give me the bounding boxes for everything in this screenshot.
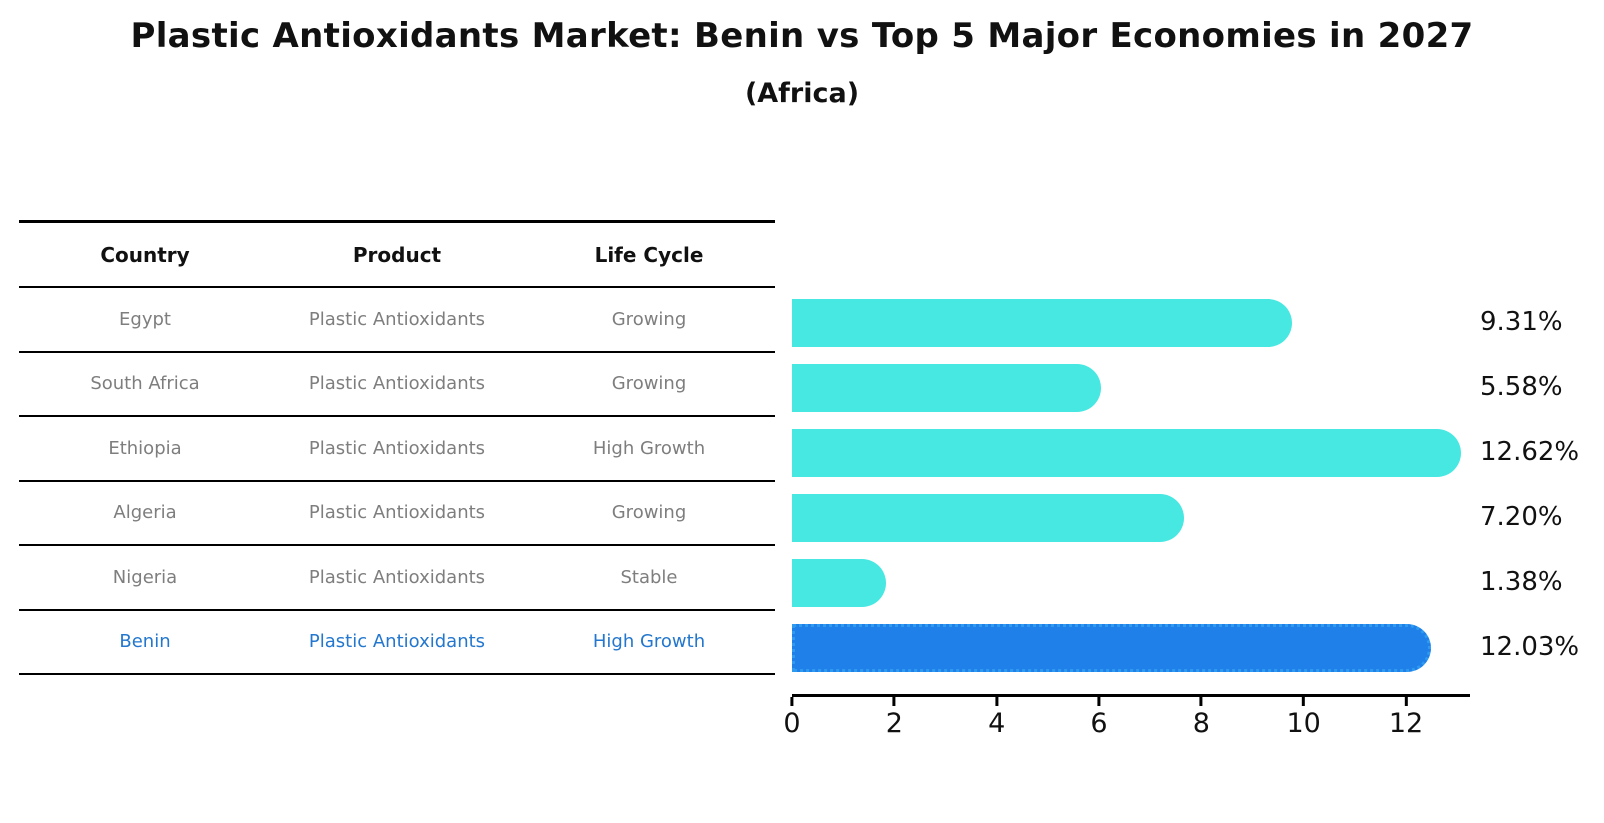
- country-table: Country Product Life Cycle Egypt Plastic …: [19, 220, 775, 675]
- table-cell-country: South Africa: [90, 373, 200, 395]
- table-header-life-cycle: Life Cycle: [594, 242, 704, 267]
- table-cell-product: Plastic Antioxidants: [308, 502, 486, 524]
- x-tick-mark: [1097, 697, 1101, 706]
- x-tick-label: 4: [988, 708, 1006, 739]
- table-cell-life-cycle: Growing: [611, 308, 687, 330]
- table-row-south-africa: South Africa Plastic Antioxidants Growing: [19, 353, 775, 417]
- table-cell-product: Plastic Antioxidants: [308, 373, 486, 395]
- bar-row: [792, 355, 1470, 420]
- table-cell-product: Plastic Antioxidants: [308, 566, 486, 588]
- bar-value-label-benin: 12.03%: [1480, 632, 1580, 662]
- table-cell-product: Plastic Antioxidants: [308, 631, 486, 653]
- table-header-product: Product: [352, 242, 442, 267]
- table-cell-country: Algeria: [113, 502, 177, 524]
- x-tick: 8: [1193, 697, 1210, 739]
- table-cell-life-cycle: Stable: [620, 566, 678, 588]
- bar-value-label-egypt: 9.31%: [1480, 307, 1563, 337]
- x-tick: 4: [988, 697, 1005, 739]
- x-tick-mark: [1302, 697, 1306, 706]
- bar-south-africa: [792, 363, 1102, 412]
- x-tick-label: 0: [783, 708, 801, 739]
- table-cell-country: Nigeria: [112, 566, 178, 588]
- table-header-country: Country: [100, 242, 190, 267]
- bar-row: [792, 550, 1470, 615]
- x-axis-line: [792, 694, 1470, 697]
- bar-value-labels: 9.31% 5.58% 12.62% 7.20% 1.38% 12.03%: [1480, 290, 1604, 680]
- table-row-egypt: Egypt Plastic Antioxidants Growing: [19, 288, 775, 353]
- x-tick: 0: [783, 697, 801, 739]
- x-tick-label: 12: [1388, 708, 1424, 739]
- table-cell-country: Benin: [119, 631, 171, 653]
- x-tick-mark: [995, 697, 999, 706]
- x-tick-label: 2: [885, 708, 903, 739]
- x-tick-mark: [892, 697, 896, 706]
- table-row-benin: Benin Plastic Antioxidants High Growth: [19, 611, 775, 675]
- table-cell-life-cycle: High Growth: [592, 437, 706, 459]
- x-axis-ticks: 0 2 4 6 8 10 12: [783, 697, 1470, 747]
- bar-row: [792, 290, 1470, 355]
- table-cell-product: Plastic Antioxidants: [308, 437, 486, 459]
- table-header-row: Country Product Life Cycle: [19, 223, 775, 288]
- bar-row: [792, 485, 1470, 550]
- table-cell-country: Egypt: [119, 308, 171, 330]
- x-tick-mark: [1199, 697, 1203, 706]
- bar-ethiopia: [792, 428, 1462, 477]
- table-row-algeria: Algeria Plastic Antioxidants Growing: [19, 482, 775, 546]
- x-tick-label: 6: [1090, 708, 1108, 739]
- bar-series: [792, 290, 1470, 680]
- bar-value-label-algeria: 7.20%: [1480, 502, 1563, 532]
- bar-value-label-south-africa: 5.58%: [1480, 372, 1563, 402]
- bar-algeria: [792, 493, 1185, 542]
- bar-egypt: [792, 298, 1293, 347]
- table-cell-life-cycle: High Growth: [592, 631, 706, 653]
- bar-row: [792, 615, 1470, 680]
- x-tick-mark: [1404, 697, 1408, 706]
- x-tick: 2: [886, 697, 903, 739]
- x-tick: 10: [1287, 697, 1321, 739]
- figure-title: Plastic Antioxidants Market: Benin vs To…: [130, 16, 1474, 56]
- table-cell-product: Plastic Antioxidants: [308, 308, 486, 330]
- table-row-nigeria: Nigeria Plastic Antioxidants Stable: [19, 546, 775, 611]
- x-tick-label: 8: [1192, 708, 1210, 739]
- bar-nigeria: [792, 558, 887, 607]
- table-body: Egypt Plastic Antioxidants Growing South Af…: [19, 288, 775, 675]
- bar-value-label-nigeria: 1.38%: [1480, 567, 1563, 597]
- x-tick-mark: [790, 697, 794, 706]
- bar-value-label-ethiopia: 12.62%: [1480, 437, 1580, 467]
- table-row-ethiopia: Ethiopia Plastic Antioxidants High Growth: [19, 417, 775, 482]
- x-tick: 6: [1090, 697, 1108, 739]
- bar-benin: [792, 623, 1432, 672]
- x-tick-label: 10: [1286, 708, 1321, 739]
- x-tick: 12: [1389, 697, 1423, 739]
- bar-row: [792, 420, 1470, 485]
- table-cell-life-cycle: Growing: [611, 502, 687, 524]
- table-cell-country: Ethiopia: [108, 437, 182, 459]
- table-cell-life-cycle: Growing: [611, 373, 687, 395]
- figure-subtitle: (Africa): [744, 78, 860, 109]
